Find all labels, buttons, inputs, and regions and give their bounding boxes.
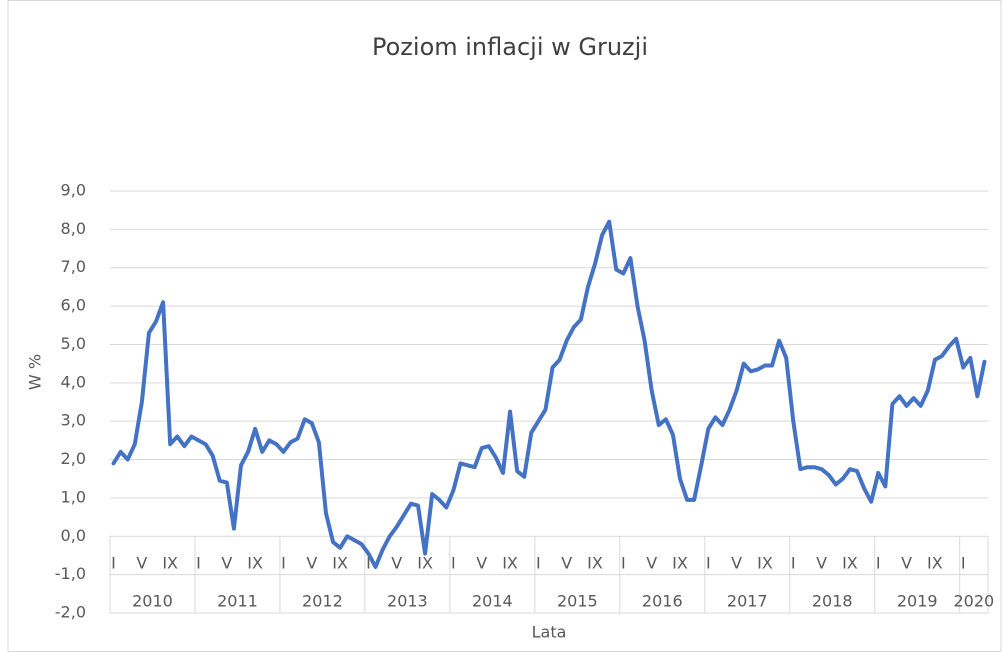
x-tick-label: IX: [672, 554, 688, 573]
x-tick-label: V: [306, 554, 317, 573]
x-tick-label: V: [476, 554, 487, 573]
x-tick-label: IX: [842, 554, 858, 573]
y-tick-label: 6,0: [61, 296, 86, 315]
x-tick-label: IX: [162, 554, 178, 573]
y-tick-label: 7,0: [61, 257, 86, 276]
x-axis-label: Lata: [532, 623, 567, 642]
y-axis-label: W %: [26, 354, 45, 390]
x-tick-label: IX: [757, 554, 773, 573]
x-tick-label: V: [561, 554, 572, 573]
x-tick-label: I: [706, 554, 711, 573]
x-tick-label: I: [876, 554, 881, 573]
x-tick-label: I: [621, 554, 626, 573]
x-tick-label: V: [901, 554, 912, 573]
x-tick-label: IX: [332, 554, 348, 573]
y-tick-label: -2,0: [55, 603, 86, 622]
x-tick-label: V: [136, 554, 147, 573]
y-tick-label: 5,0: [61, 334, 86, 353]
x-tick-label: IX: [247, 554, 263, 573]
x-tick-label: V: [816, 554, 827, 573]
x-tick-label: IX: [587, 554, 603, 573]
x-tick-label: I: [791, 554, 796, 573]
x-tick-label: V: [731, 554, 742, 573]
x-group-label: 2011: [217, 592, 258, 611]
x-group-label: 2016: [642, 592, 683, 611]
x-tick-label: IX: [417, 554, 433, 573]
y-tick-label: 4,0: [61, 372, 86, 391]
x-tick-label: V: [391, 554, 402, 573]
x-group-label: 2019: [897, 592, 938, 611]
x-tick-label: I: [366, 554, 371, 573]
x-tick-label: I: [196, 554, 201, 573]
x-group-label: 2010: [132, 592, 173, 611]
data-line: [111, 219, 987, 569]
x-tick-label: I: [451, 554, 456, 573]
x-tick-label: I: [111, 554, 116, 573]
y-tick-label: 9,0: [61, 181, 86, 200]
x-tick-label: I: [281, 554, 286, 573]
x-tick-label: V: [221, 554, 232, 573]
x-tick-label: I: [961, 554, 966, 573]
x-tick-label: I: [536, 554, 541, 573]
y-tick-label: 8,0: [61, 219, 86, 238]
x-group-label: 2012: [302, 592, 343, 611]
y-tick-label: 2,0: [61, 449, 86, 468]
x-group-label: 2015: [557, 592, 598, 611]
x-tick-label: IX: [927, 554, 943, 573]
x-group-label: 2017: [727, 592, 768, 611]
x-group-label: 2020: [953, 592, 994, 611]
y-tick-label: 1,0: [61, 487, 86, 506]
y-tick-label: 0,0: [61, 526, 86, 545]
chart-title: Poziom inflacji w Gruzji: [372, 33, 648, 61]
x-group-label: 2014: [472, 592, 513, 611]
x-tick-label: IX: [502, 554, 518, 573]
x-group-label: 2018: [812, 592, 853, 611]
x-group-label: 2013: [387, 592, 428, 611]
y-tick-label: 3,0: [61, 411, 86, 430]
y-tick-label: -1,0: [55, 564, 86, 583]
x-tick-label: V: [646, 554, 657, 573]
